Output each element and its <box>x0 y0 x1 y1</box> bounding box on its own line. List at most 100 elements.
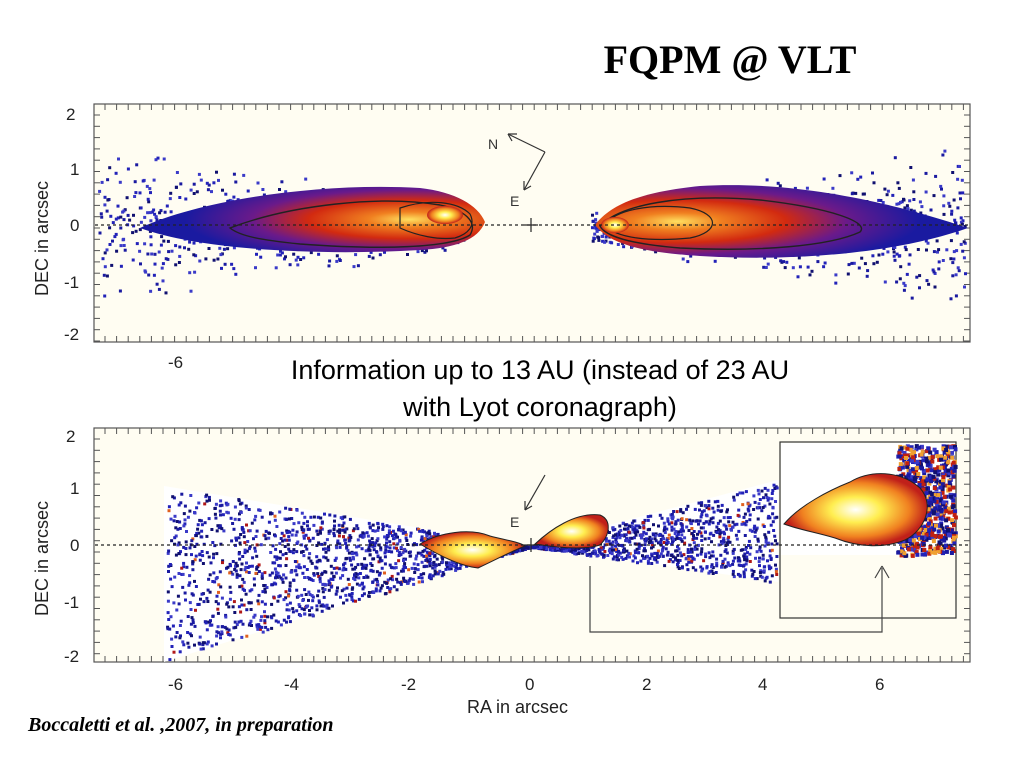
bottom-noise-pixel <box>659 541 663 544</box>
bottom-noise-pixel <box>694 519 698 523</box>
top-noise-pixel <box>762 265 766 269</box>
top-noise-pixel <box>937 260 941 264</box>
bottom-noise-pixel <box>566 547 570 551</box>
top-noise-pixel <box>854 191 858 195</box>
bottom-noise-pixel <box>287 538 291 542</box>
bottom-noise-pixel <box>705 506 709 509</box>
bottom-noise-pixel <box>687 557 691 561</box>
bottom-noise-pixel <box>662 537 666 541</box>
bottom-noise-pixel <box>371 541 374 545</box>
bottom-noise-pixel <box>244 504 248 508</box>
bottom-noise-pixel <box>675 549 679 553</box>
bottom-noise-pixel <box>205 534 209 538</box>
bottom-noise-pixel <box>611 540 615 544</box>
top-noise-pixel <box>955 249 959 253</box>
bottom-noise-pixel <box>709 517 713 521</box>
bottom-noise-pixel <box>711 566 715 569</box>
top-noise-pixel <box>955 231 959 235</box>
bottom-noise-pixel <box>203 502 207 506</box>
bottom-noise-pixel <box>208 498 211 502</box>
inset-noise-pixel <box>952 468 957 473</box>
top-noise-pixel <box>822 265 826 269</box>
compass-north-head <box>507 133 517 142</box>
bottom-noise-pixel <box>240 603 244 607</box>
bottom-noise-pixel <box>731 520 735 524</box>
bottom-noise-pixel <box>401 528 405 532</box>
bottom-noise-pixel <box>436 572 440 576</box>
inset-noise-pixel <box>946 516 951 521</box>
inset-noise-pixel <box>952 523 956 528</box>
bottom-noise-pixel <box>747 539 751 543</box>
bottom-noise-pixel <box>176 594 180 598</box>
bottom-noise-pixel <box>276 620 280 624</box>
inset-noise-pixel <box>919 444 924 449</box>
top-noise-pixel <box>138 228 142 232</box>
bottom-noise-pixel <box>763 504 767 508</box>
bottom-noise-pixel <box>208 590 212 594</box>
bottom-noise-pixel <box>428 573 432 577</box>
bottom-noise-pixel <box>425 564 429 568</box>
bottom-noise-pixel <box>276 556 280 560</box>
bottom-noise-pixel <box>268 573 272 577</box>
bottom-noise-pixel <box>652 533 655 537</box>
bottom-noise-pixel <box>620 555 624 559</box>
top-noise-pixel <box>131 258 135 262</box>
inset-noise-pixel <box>932 511 936 516</box>
bottom-noise-pixel <box>237 536 241 540</box>
bottom-noise-pixel <box>206 588 210 592</box>
top-noise-pixel <box>959 220 963 224</box>
bottom-noise-pixel <box>320 572 324 576</box>
bottom-noise-pixel <box>301 550 305 553</box>
bottom-noise-pixel <box>448 565 452 568</box>
bottom-noise-pixel <box>229 564 232 568</box>
bottom-noise-pixel <box>713 500 717 504</box>
bottom-noise-pixel <box>689 522 693 526</box>
top-noise-pixel <box>166 257 170 261</box>
bottom-noise-pixel <box>770 497 774 501</box>
top-noise-pixel <box>850 192 854 196</box>
top-noise-pixel <box>150 210 154 214</box>
bottom-noise-pixel <box>193 558 197 562</box>
bottom-noise-pixel <box>285 620 288 624</box>
inset-noise-pixel <box>950 518 955 523</box>
top-noise-pixel <box>114 217 118 221</box>
bottom-noise-pixel <box>272 596 276 600</box>
top-noise-pixel <box>932 270 936 274</box>
bottom-noise-pixel <box>295 588 299 592</box>
inset-noise-pixel <box>902 540 907 545</box>
bottom-noise-pixel <box>348 593 352 597</box>
inset-noise-pixel <box>937 505 942 510</box>
bottom-noise-pixel <box>733 556 737 560</box>
bottom-noise-pixel <box>676 563 679 566</box>
bottom-noise-pixel <box>531 545 535 549</box>
bottom-noise-pixel <box>725 551 729 555</box>
inset-noise-pixel <box>940 481 945 486</box>
bottom-noise-pixel <box>217 590 220 594</box>
top-noise-pixel <box>352 265 356 269</box>
bottom-noise-pixel <box>623 527 626 531</box>
bottom-noise-pixel <box>454 568 458 572</box>
top-noise-pixel <box>100 180 104 184</box>
top-noise-pixel <box>149 235 153 239</box>
bottom-noise-pixel <box>403 530 407 534</box>
bottom-noise-pixel <box>711 572 715 575</box>
bottom-noise-pixel <box>292 522 296 526</box>
bottom-noise-pixel <box>750 529 754 533</box>
top-noise-pixel <box>109 214 113 218</box>
bottom-noise-pixel <box>341 568 345 572</box>
bottom-noise-pixel <box>721 538 725 542</box>
bottom-noise-pixel <box>308 539 312 543</box>
bottom-noise-pixel <box>711 550 715 554</box>
bottom-noise-pixel <box>333 524 336 528</box>
bottom-noise-pixel <box>728 516 732 519</box>
bottom-noise-pixel <box>300 511 304 515</box>
bottom-noise-pixel <box>344 567 348 571</box>
bottom-noise-pixel <box>771 512 775 516</box>
bottom-noise-pixel <box>182 565 186 569</box>
bottom-noise-pixel <box>752 526 756 530</box>
top-noise-pixel <box>886 189 890 193</box>
bottom-noise-pixel <box>302 528 306 532</box>
bottom-noise-pixel <box>660 516 664 520</box>
top-noise-pixel <box>98 231 102 235</box>
bottom-noise-pixel <box>724 524 728 528</box>
